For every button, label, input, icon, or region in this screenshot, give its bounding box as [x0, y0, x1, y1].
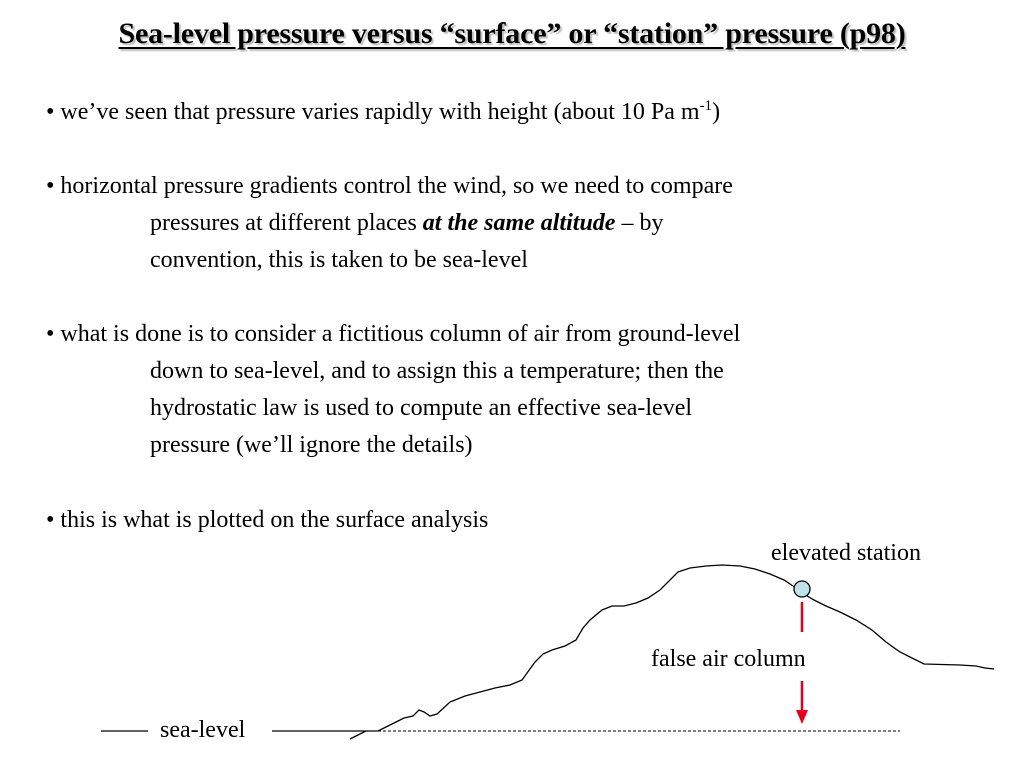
bullet-marker: • [46, 507, 55, 533]
slide-title: Sea-level pressure versus “surface” or “… [118, 17, 906, 50]
station-marker-icon [793, 580, 811, 598]
bullet-horizontal-gradients: • horizontal pressure gradients control … [46, 168, 733, 279]
bullet-surface-analysis: • this is what is plotted on the surface… [46, 502, 488, 539]
bullet-fictitious-column: • what is done is to consider a fictitio… [46, 316, 740, 464]
continuation-text: – by [615, 210, 664, 236]
bullet-continuation-line: down to sea-level, and to assign this a … [150, 358, 724, 384]
bullet-text: what is done is to consider a fictitious… [54, 321, 741, 347]
continuation-text: pressures at different places [150, 210, 423, 236]
superscript-exponent: -1 [699, 98, 713, 114]
bullet-continuation-line: pressure (we’ll ignore the details) [150, 432, 473, 458]
bullet-marker: • [46, 321, 55, 347]
bullet-text: this is what is plotted on the surface a… [54, 507, 489, 533]
bullet-continuation-line: pressures at different places at the sam… [46, 205, 733, 242]
emphasis-same-altitude: at the same altitude [422, 210, 616, 236]
bullet-marker: • [46, 99, 55, 125]
elevated-station-label: elevated station [771, 540, 921, 566]
bullet-continuation-line: convention, this is taken to be sea-leve… [150, 247, 528, 273]
bullet-marker: • [46, 173, 55, 199]
arrow-down-icon [796, 710, 808, 724]
bullet-text: horizontal pressure gradients control th… [54, 173, 733, 199]
sea-level-label: sea-level [160, 717, 246, 743]
terrain-profile [349, 564, 995, 740]
bullet-tail: ) [712, 99, 721, 125]
bullet-height-variation: • we’ve seen that pressure varies rapidl… [46, 94, 720, 131]
bullet-continuation-line: hydrostatic law is used to compute an ef… [150, 395, 693, 421]
bullet-text: we’ve seen that pressure varies rapidly … [54, 99, 700, 125]
false-air-column-label: false air column [651, 646, 806, 672]
